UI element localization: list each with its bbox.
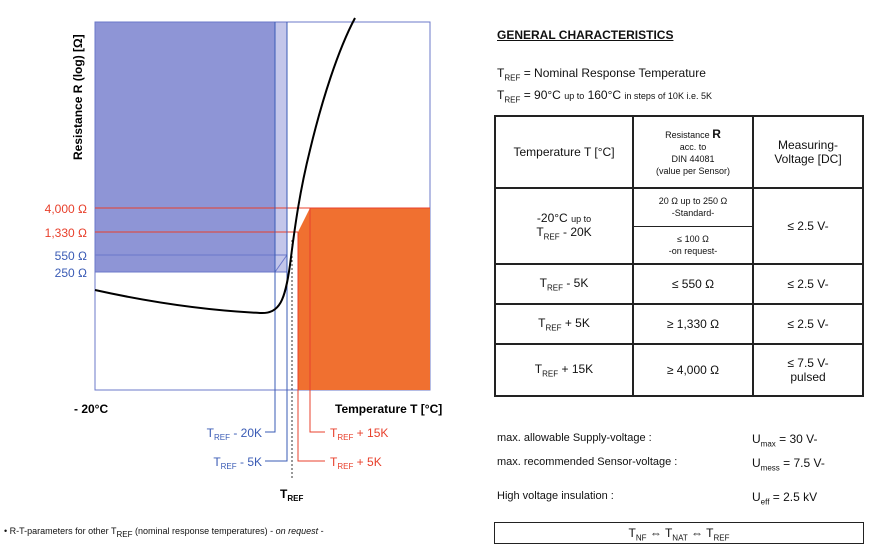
- blue-region: [95, 22, 287, 272]
- marker-line-plus5: [297, 232, 325, 462]
- rt-curve: [94, 17, 356, 315]
- table-row: -20°C up to TREF - 20K 20 Ω up to 250 Ω-…: [494, 187, 864, 265]
- marker-label-minus20: TREF - 20K: [207, 426, 262, 442]
- general-characteristics-title: GENERAL CHARACTERISTICS: [497, 28, 674, 42]
- footer-note: • R-T-parameters for other TREF (nominal…: [4, 526, 324, 539]
- row2-voltage: ≤ 2.5 V-: [752, 263, 864, 305]
- table-row: ≤ 100 Ω -on request-: [495, 225, 863, 265]
- marker-label-minus5: TREF - 5K: [213, 455, 262, 471]
- table-header-row: Temperature T [°C] Resistance R acc. to …: [494, 115, 864, 189]
- tref-definition: TREF = Nominal Response Temperature: [497, 66, 706, 83]
- sensor-voltage-label: max. recommended Sensor-voltage :: [497, 456, 678, 468]
- temperature-equivalence-box: TNF ⇔ TNAT ⇔ TREF: [494, 522, 864, 544]
- table-row: TREF + 5K ≥ 1,330 Ω ≤ 2.5 V-: [494, 303, 864, 345]
- sensor-voltage-value: Umess = 7.5 V-: [752, 456, 825, 473]
- blue-light-strip: [275, 22, 287, 272]
- marker-line-plus15: [309, 208, 325, 433]
- row1-res-standard: 20 Ω up to 250 Ω -Standard-: [632, 187, 754, 227]
- row2-temp: TREF - 5K: [494, 263, 634, 305]
- x-start-label: - 20°C: [74, 402, 108, 416]
- row1-voltage: ≤ 2.5 V-: [752, 187, 864, 265]
- chart-frame: [94, 21, 431, 391]
- y-label-550: 550 Ω: [55, 249, 87, 263]
- blue-diag-line: [274, 254, 288, 273]
- header-temperature: Temperature T [°C]: [494, 115, 634, 189]
- rt-diagram: Resistance R (log) [Ω] - 20°C Temperatur…: [45, 17, 442, 503]
- tref-label: TREF: [280, 487, 303, 503]
- y-label-1330: 1,330 Ω: [45, 226, 87, 240]
- row1-temp: -20°C up to TREF - 20K: [494, 187, 634, 265]
- supply-voltage-value: Umax = 30 V-: [752, 432, 818, 449]
- insulation-label: High voltage insulation :: [497, 490, 614, 502]
- tref-range: TREF = 90°C up to 160°C in steps of 10K …: [497, 88, 712, 105]
- table-row: TREF + 15K ≥ 4,000 Ω ≤ 7.5 V-pulsed: [494, 343, 864, 397]
- supply-voltage-label: max. allowable Supply-voltage :: [497, 432, 652, 444]
- row4-temp: TREF + 15K: [494, 343, 634, 397]
- marker-label-plus15: TREF + 15K: [330, 426, 388, 442]
- row4-res: ≥ 4,000 Ω: [632, 343, 754, 397]
- characteristics-table: Temperature T [°C] Resistance R acc. to …: [494, 115, 864, 397]
- row3-temp: TREF + 5K: [494, 303, 634, 345]
- marker-label-plus5: TREF + 5K: [330, 455, 382, 471]
- marker-line-minus5: [265, 22, 288, 462]
- orange-region: [298, 208, 430, 390]
- header-voltage: Measuring-Voltage [DC]: [752, 115, 864, 189]
- row2-res: ≤ 550 Ω: [632, 263, 754, 305]
- insulation-value: Ueff = 2.5 kV: [752, 490, 818, 507]
- y-label-4000: 4,000 Ω: [45, 202, 87, 216]
- x-axis-label: Temperature T [°C]: [335, 402, 442, 416]
- row3-res: ≥ 1,330 Ω: [632, 303, 754, 345]
- header-resistance: Resistance R acc. to DIN 44081 (value pe…: [632, 115, 754, 189]
- y-axis-label: Resistance R (log) [Ω]: [71, 34, 85, 160]
- row4-voltage: ≤ 7.5 V-pulsed: [752, 343, 864, 397]
- table-row: TREF - 5K ≤ 550 Ω ≤ 2.5 V-: [494, 263, 864, 305]
- row3-voltage: ≤ 2.5 V-: [752, 303, 864, 345]
- row1-res-request: ≤ 100 Ω -on request-: [632, 225, 754, 265]
- y-label-250: 250 Ω: [55, 266, 87, 280]
- marker-line-minus20: [265, 22, 276, 433]
